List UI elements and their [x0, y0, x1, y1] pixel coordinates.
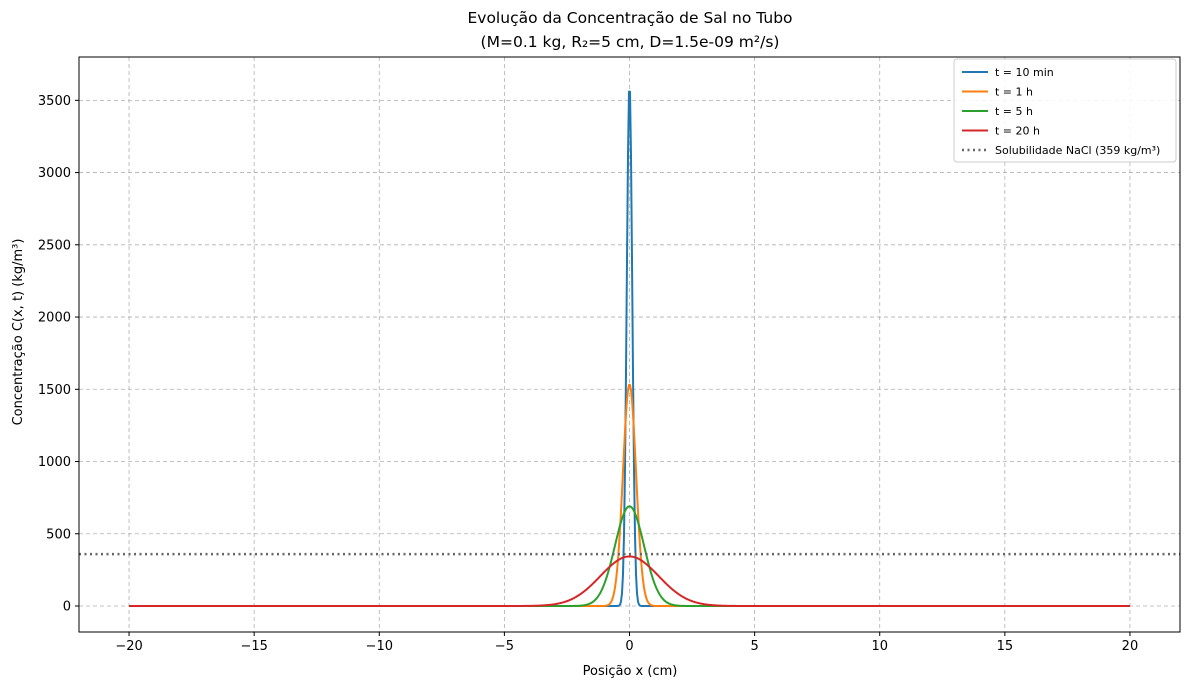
x-tick-label: 0: [625, 639, 633, 654]
y-tick-label: 1000: [38, 455, 71, 470]
y-tick-label: 500: [46, 527, 71, 542]
legend-label: Solubilidade NaCl (359 kg/m³): [995, 144, 1160, 157]
data-layer: [79, 90, 1180, 607]
y-tick-label: 1500: [38, 383, 71, 398]
legend-label: t = 10 min: [995, 66, 1054, 79]
legend-box: [953, 58, 1177, 163]
y-tick-label: 3000: [38, 166, 71, 181]
x-tick-label: −20: [115, 639, 142, 654]
x-tick-label: −5: [495, 639, 514, 654]
x-tick-label: −15: [240, 639, 267, 654]
chart-title-line2: (M=0.1 kg, R₂=5 cm, D=1.5e-09 m²/s): [481, 33, 780, 51]
x-tick-label: 20: [1122, 639, 1139, 654]
series-line-4: [129, 555, 1130, 607]
x-tick-label: 10: [871, 639, 888, 654]
y-tick-label: 2000: [38, 311, 71, 326]
y-tick-label: 0: [63, 599, 71, 614]
x-axis-label: Posição x (cm): [583, 664, 678, 679]
series-line-2: [129, 383, 1130, 607]
x-tick-label: 15: [997, 639, 1014, 654]
legend-label: t = 1 h: [995, 86, 1033, 99]
tick-layer: −20 −15 −10 −5 0 5 10 15 20 0 500 1000 1500 2000 2500 3…: [38, 94, 1138, 654]
legend: t = 10 min t = 1 h t = 5 h t = 20 h Solubili…: [953, 58, 1177, 163]
x-tick-label: 5: [750, 639, 758, 654]
y-axis-label: Concentração C(x, t) (kg/m³): [11, 239, 26, 426]
x-tick-label: −10: [366, 639, 393, 654]
legend-label: t = 5 h: [995, 105, 1033, 118]
legend-label: t = 20 h: [995, 125, 1040, 138]
chart-title-line1: Evolução da Concentração de Sal no Tubo: [467, 9, 792, 27]
y-tick-label: 2500: [38, 238, 71, 253]
y-tick-label: 3500: [38, 94, 71, 109]
